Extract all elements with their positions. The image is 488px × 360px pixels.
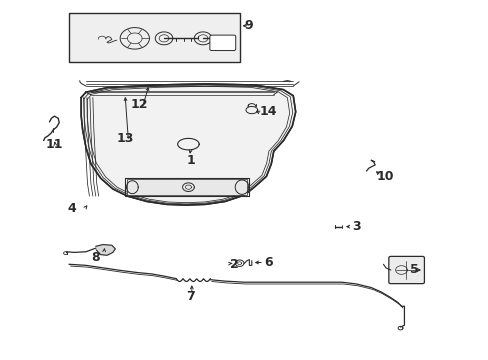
FancyBboxPatch shape [209, 35, 235, 50]
Text: 13: 13 [116, 132, 133, 145]
Polygon shape [81, 84, 295, 205]
Text: 6: 6 [264, 256, 272, 269]
Text: 5: 5 [409, 263, 418, 276]
Text: 2: 2 [229, 258, 238, 271]
Text: 10: 10 [375, 170, 393, 183]
Text: 8: 8 [91, 251, 100, 264]
Bar [69, 13, 239, 62]
Text: 1: 1 [186, 154, 195, 167]
Bar [127, 179, 246, 195]
Text: 11: 11 [45, 138, 63, 150]
Text: 4: 4 [67, 202, 76, 215]
FancyBboxPatch shape [388, 256, 424, 284]
Text: 7: 7 [186, 290, 195, 303]
Text: 12: 12 [131, 98, 148, 111]
Text: 3: 3 [351, 220, 360, 233]
Text: 14: 14 [259, 105, 276, 118]
Polygon shape [96, 244, 115, 255]
Text: 9: 9 [244, 19, 253, 32]
